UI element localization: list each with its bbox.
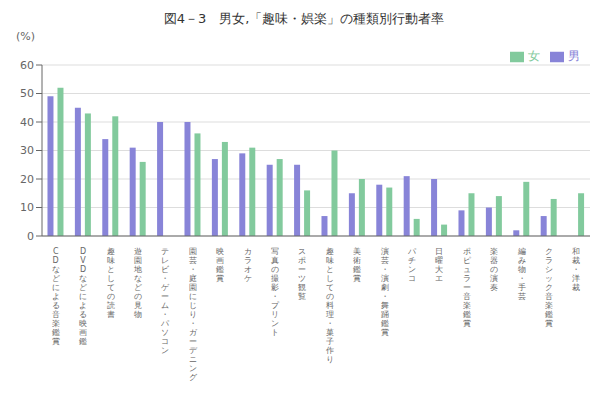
svg-text:テレビ・ゲーム・パソコン: テレビ・ゲーム・パソコン: [160, 247, 170, 355]
svg-text:スポーツ観覧: スポーツ観覧: [298, 247, 306, 301]
svg-text:50: 50: [20, 87, 34, 100]
svg-text:クラシック音楽鑑賞: クラシック音楽鑑賞: [545, 247, 553, 328]
svg-text:10: 10: [20, 201, 34, 214]
svg-text:写真の撮影・プリント: 写真の撮影・プリント: [271, 247, 280, 337]
svg-text:CDなどによる音楽鑑賞: CDなどによる音楽鑑賞: [52, 247, 60, 346]
svg-text:0: 0: [27, 230, 34, 243]
svg-text:趣味としての読書: 趣味としての読書: [107, 247, 115, 319]
html-text:図4－3 男女,「趣味・娯楽」の種類別行動者率: 図4－3 男女,「趣味・娯楽」の種類別行動者率: [163, 11, 445, 26]
svg-text:美術鑑賞: 美術鑑賞: [353, 247, 361, 283]
html-text:女: 女: [528, 49, 540, 63]
svg-text:日曜大エ: 日曜大エ: [435, 247, 443, 283]
svg-text:楽器の演奏: 楽器の演奏: [490, 247, 498, 292]
svg-text:趣味としての料理・菓子作り: 趣味としての料理・菓子作り: [325, 247, 334, 364]
html-text:男: 男: [568, 49, 580, 63]
svg-text:編み物・手芸: 編み物・手芸: [517, 247, 526, 301]
svg-text:60: 60: [20, 59, 34, 72]
svg-text:和裁・洋裁: 和裁・洋裁: [572, 247, 580, 292]
svg-text:カラオケ: カラオケ: [244, 247, 252, 283]
svg-text:演芸・演劇・舞踊鑑賞: 演芸・演劇・舞踊鑑賞: [381, 247, 389, 337]
svg-text:パチンコ: パチンコ: [407, 247, 417, 283]
svg-text:園芸・庭園にじり・ガーデニング: 園芸・庭園にじり・ガーデニング: [189, 247, 198, 382]
svg-text:遊園地などの見物: 遊園地などの見物: [133, 247, 142, 319]
svg-text:DVDなどによる映画鑑: DVDなどによる映画鑑: [79, 247, 87, 346]
svg-text:30: 30: [20, 144, 34, 157]
svg-text:ポピュラー音楽鑑賞: ポピュラー音楽鑑賞: [463, 247, 471, 328]
svg-text:40: 40: [20, 116, 34, 129]
svg-text:映画鑑賞: 映画鑑賞: [216, 247, 224, 283]
svg-text:20: 20: [20, 173, 34, 186]
